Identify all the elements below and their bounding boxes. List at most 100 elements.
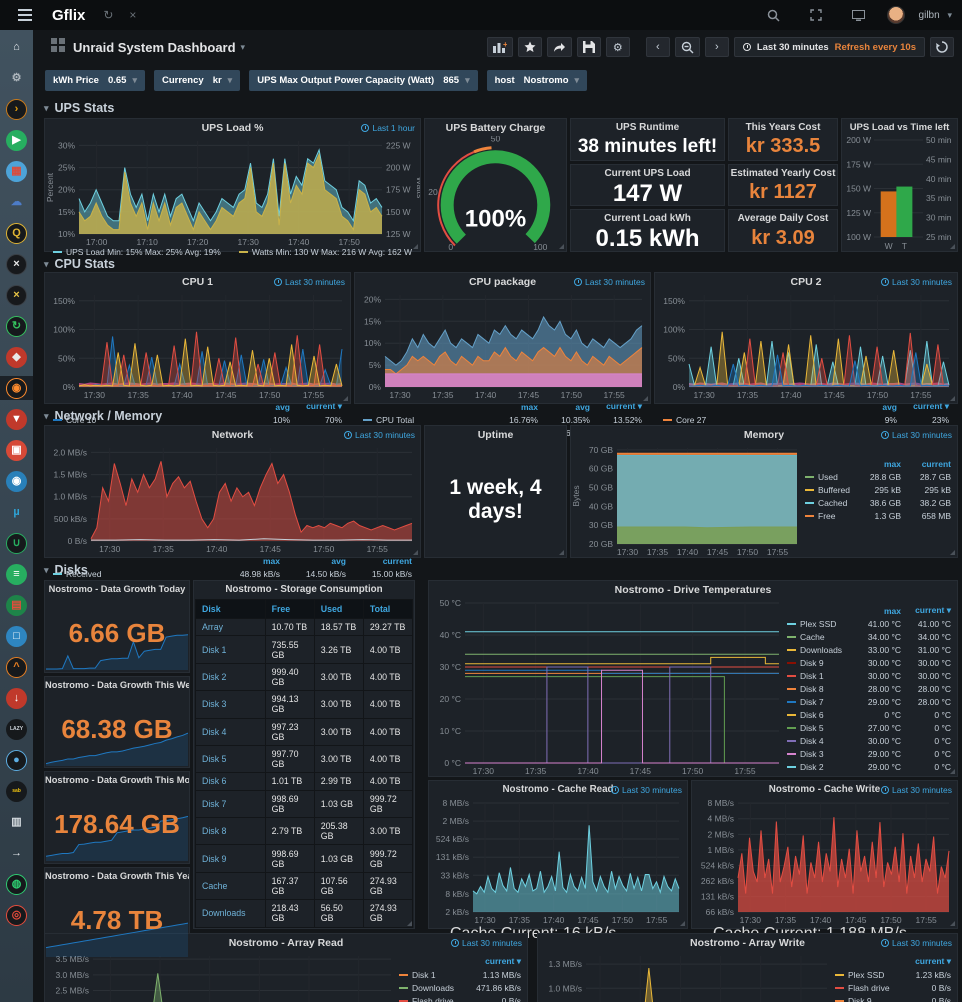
sidebar-app-cloud-icon[interactable]: ☁ <box>11 195 22 208</box>
network-chart[interactable]: 0 B/s 500 kB/s 1.0 MB/s 1.5 MB/s 2.0 MB/s 17:… <box>45 443 420 554</box>
zoom-out-button[interactable] <box>674 37 700 57</box>
panel-title[interactable]: CPU 1 <box>182 276 213 288</box>
section-ups-stats[interactable]: ▾ UPS Stats <box>44 101 115 115</box>
time-range-badge[interactable]: Last 30 minutes <box>573 277 645 287</box>
add-panel-button[interactable]: + <box>486 37 513 57</box>
refresh-dashboard-button[interactable] <box>930 37 954 57</box>
table-header[interactable]: Used <box>313 599 364 619</box>
sidebar-app-dark-1-icon[interactable]: × <box>0 252 33 276</box>
table-header[interactable]: Total <box>362 599 414 619</box>
stat-title[interactable]: Current UPS Load <box>604 167 691 179</box>
sidebar-app-cutter-icon[interactable]: ◆ <box>0 345 33 369</box>
dashboard-title[interactable]: Unraid System Dashboard <box>73 39 236 55</box>
table-header[interactable]: Disk <box>195 599 266 619</box>
panel-title[interactable]: Nostromo - Array Read <box>228 937 344 949</box>
time-forward-button[interactable]: › <box>704 37 729 57</box>
panel-title[interactable]: Nostromo - Storage Consumption <box>225 584 383 595</box>
time-range-badge[interactable]: Last 30 minutes <box>343 430 415 440</box>
chart-legend[interactable]: UPS Load Min: 15% Max: 25% Avg: 19% Watts… <box>45 247 420 261</box>
variable-chip-2[interactable]: UPS Max Output Power Capacity (Watt) 865 ▾ <box>249 70 478 91</box>
chart-legend[interactable]: current ▾ Disk 1 1.13 MB/s Downloads 471.86 … <box>399 951 527 1002</box>
panel-title[interactable]: Nostromo - Cache Write <box>768 784 881 795</box>
cache-read-chart[interactable]: 2 kB/s 8 kB/s 33 kB/s 131 kB/s 524 kB/s 2 MB/… <box>429 798 687 925</box>
stat-title[interactable]: Estimated Yearly Cost <box>730 167 836 179</box>
time-range-badge[interactable]: Last 30 minutes <box>880 938 952 948</box>
time-range-badge[interactable]: Last 30 minutes <box>610 785 682 795</box>
sidebar-app-tautulli-icon[interactable]: ▦ <box>0 159 33 183</box>
stat-title[interactable]: Current Load kWh <box>604 213 691 225</box>
chart-legend[interactable]: max current ▾ Plex SSD 41.00 °C 41.00 °C Cach… <box>787 598 957 776</box>
stat-title[interactable]: Average Daily Cost <box>737 213 829 225</box>
close-tab-icon[interactable]: × <box>129 8 137 22</box>
search-icon[interactable] <box>767 9 780 22</box>
ups-bars-chart[interactable]: 100 W 125 W 150 W 175 W 200 W 25 min 30 min 35 … <box>842 135 957 256</box>
sidebar-app-mu-icon[interactable]: µ <box>13 505 20 518</box>
sidebar-app-lazy-icon[interactable]: LAZY <box>0 717 33 741</box>
stat-title[interactable]: Nostromo - Data Growth This Month <box>45 775 189 785</box>
cpu1-chart[interactable]: 0% 50% 100% 150% 17:30 17:35 17:40 17:45 17:50 17… <box>45 290 350 400</box>
panel-title[interactable]: CPU 2 <box>790 276 822 288</box>
stat-title[interactable]: UPS Runtime <box>615 122 680 133</box>
chart-legend[interactable]: current ▾ Plex SSD 1.23 kB/s Flash drive 0 B… <box>835 951 957 1002</box>
array-read-chart[interactable]: 2.5 MB/s3.0 MB/s3.5 MB/s17:3017:3517:401… <box>45 951 399 1002</box>
panel-title[interactable]: Nostromo - Cache Read <box>502 784 614 795</box>
sidebar-app-window-icon[interactable]: □ <box>0 624 33 648</box>
ups-load-chart[interactable]: 10% 125 W 15% 150 W 20% 175 W 25% 200 W 30% 225 W… <box>45 136 420 247</box>
variable-chip-3[interactable]: host Nostromo ▾ <box>486 70 588 91</box>
memory-chart[interactable]: 20 GB 30 GB 40 GB 50 GB 60 GB 70 GB 17:30 17:35… <box>571 443 805 557</box>
stat-title[interactable]: Nostromo - Data Growth This Year <box>45 870 189 881</box>
cpu-package-chart[interactable]: 0% 5% 10% 15% 20% 17:30 17:35 17:40 17:45 17:50 17… <box>355 290 650 400</box>
panel-title[interactable]: CPU package <box>468 276 537 288</box>
stat-title[interactable]: This Years Cost <box>745 122 821 133</box>
sidebar-app-sab-icon[interactable]: sab <box>0 779 33 803</box>
fullscreen-icon[interactable] <box>809 9 822 21</box>
sidebar-app-jackett-icon[interactable]: Q <box>0 221 33 245</box>
star-button[interactable] <box>517 37 542 57</box>
panel-title[interactable]: UPS Load % <box>201 122 264 134</box>
variable-chip-1[interactable]: Currency kr ▾ <box>153 70 241 91</box>
sidebar-app-up-icon[interactable]: ^ <box>0 655 33 679</box>
section-network-memory[interactable]: ▾ Network / Memory <box>44 409 163 423</box>
sidebar-app-eye-icon[interactable]: ◉ <box>0 469 33 493</box>
section-cpu-stats[interactable]: ▾ CPU Stats <box>44 257 115 271</box>
time-range-badge[interactable]: Last 1 hour <box>361 123 415 133</box>
panel-title[interactable]: Uptime <box>477 429 514 441</box>
chart-legend[interactable]: max current Used 28.8 GB 28.7 GB Buffered 295 … <box>805 443 957 557</box>
table-header[interactable]: Free <box>264 599 315 619</box>
time-picker[interactable]: Last 30 minutes Refresh every 10s <box>733 37 925 57</box>
hamburger-menu-icon[interactable] <box>18 9 32 21</box>
sidebar-app-logout-icon[interactable]: → <box>11 846 22 859</box>
sidebar-app-recycle-icon[interactable]: ↻ <box>0 314 33 338</box>
sidebar-app-dark-2-icon[interactable]: × <box>0 283 33 307</box>
time-range-badge[interactable]: Last 30 minutes <box>880 430 952 440</box>
time-range-badge[interactable]: Last 30 minutes <box>450 938 522 948</box>
sidebar-app-drop-icon[interactable]: ● <box>0 748 33 772</box>
sidebar-settings-icon[interactable]: ⚙ <box>11 71 22 84</box>
share-button[interactable] <box>546 37 572 57</box>
kiosk-mode-icon[interactable] <box>851 9 865 21</box>
sidebar-app-play-icon[interactable]: ▶ <box>0 128 33 152</box>
sidebar-app-stripes-icon[interactable]: ▤ <box>0 593 33 617</box>
save-button[interactable] <box>576 37 601 57</box>
section-disks[interactable]: ▾ Disks <box>44 563 88 577</box>
panel-title[interactable]: Memory <box>743 429 785 441</box>
cpu2-chart[interactable]: 0% 50% 100% 150% 17:30 17:35 17:40 17:45 17:50 17… <box>655 290 957 400</box>
panel-title[interactable]: UPS Battery Charge <box>445 122 546 134</box>
stat-title[interactable]: Nostromo - Data Growth This Week <box>45 679 189 690</box>
sidebar-app-shield-icon[interactable]: ▼ <box>0 407 33 431</box>
sidebar-app-ring-icon[interactable]: ◎ <box>0 903 33 927</box>
panel-title[interactable]: Network <box>211 429 254 441</box>
sidebar-app-green-ring-icon[interactable]: ∪ <box>0 531 33 555</box>
sidebar-app-library-icon[interactable]: ▥ <box>11 815 22 828</box>
cache-write-chart[interactable]: 66 kB/s 131 kB/s 262 kB/s 524 kB/s 1 MB/s 2 M… <box>692 798 957 925</box>
settings-button[interactable]: ⚙ <box>605 37 630 57</box>
sidebar-home-icon[interactable]: ⌂ <box>13 40 20 53</box>
time-back-button[interactable]: ‹ <box>645 37 670 57</box>
sidebar-app-down-icon[interactable]: ↓ <box>0 686 33 710</box>
panel-title[interactable]: UPS Load vs Time left <box>849 122 950 133</box>
user-menu[interactable]: gilbn ▾ <box>918 9 952 21</box>
panel-title[interactable]: Nostromo - Array Write <box>690 937 805 949</box>
drive-temps-chart[interactable]: 0 °C 10 °C 20 °C 30 °C 40 °C 50 °C 17:30 17:35 1… <box>429 598 787 776</box>
sidebar-app-grafana-icon[interactable]: ◉ <box>0 376 33 400</box>
time-range-badge[interactable]: Last 30 minutes <box>880 277 952 287</box>
